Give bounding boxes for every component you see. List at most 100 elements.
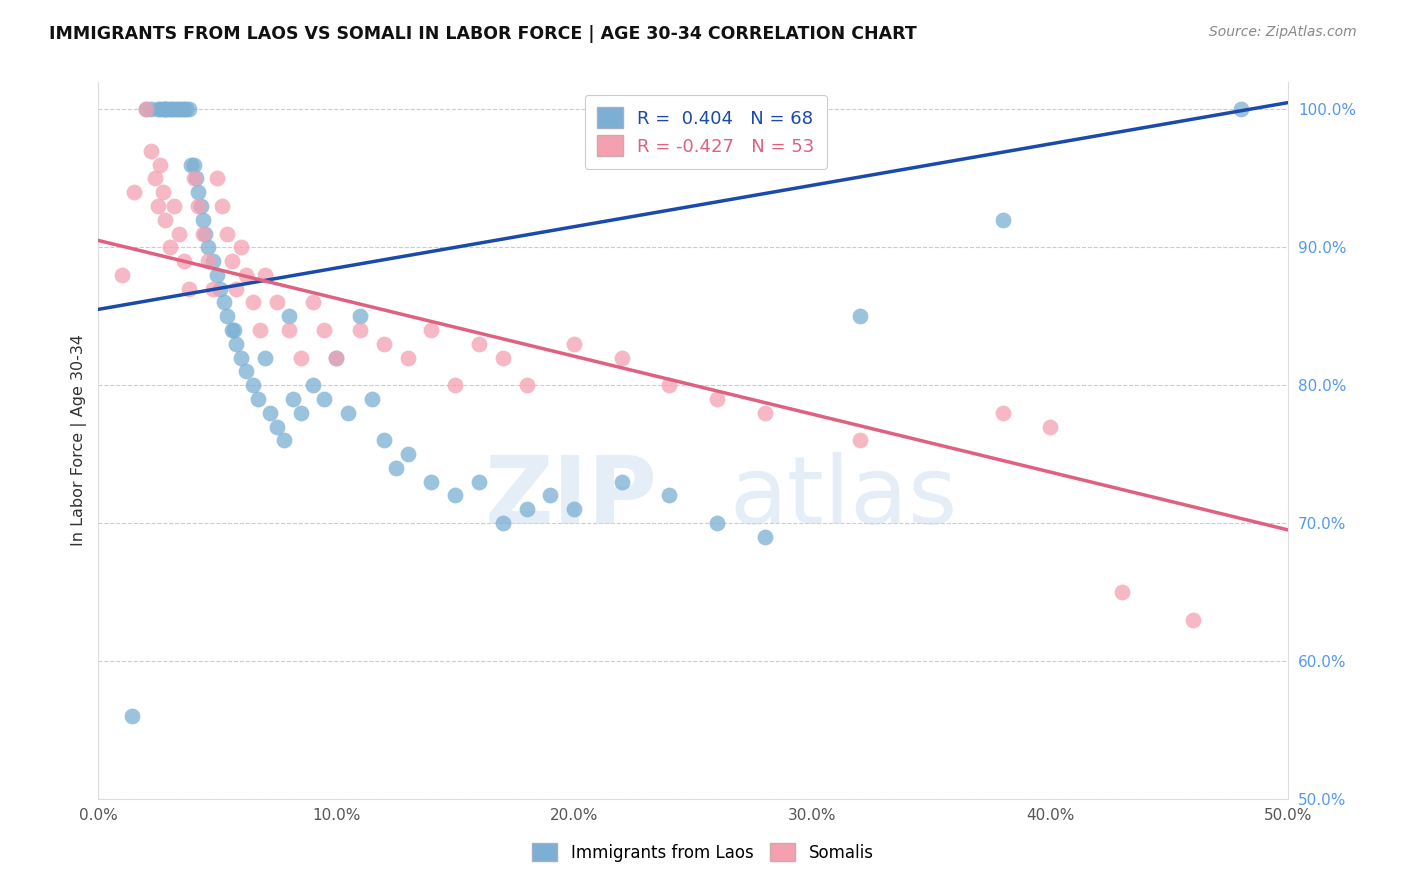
Point [146,103,169,117]
Point [610,475,633,489]
Point [166,103,188,117]
Point [562,502,585,516]
Point [516,502,538,516]
Point [301,378,323,392]
Point [349,323,371,337]
Point [111,268,134,282]
Text: IMMIGRANTS FROM LAOS VS SOMALI IN LABOR FORCE | AGE 30-34 CORRELATION CHART: IMMIGRANTS FROM LAOS VS SOMALI IN LABOR … [49,25,917,43]
Point [176,103,198,117]
Point [444,488,467,502]
Point [173,254,195,268]
Point [325,351,347,365]
Point [163,199,186,213]
Point [361,392,384,406]
Point [1111,585,1133,599]
Point [211,199,233,213]
Point [215,227,238,241]
Point [221,323,243,337]
Point [201,282,224,296]
Point [259,406,281,420]
Point [215,310,238,324]
Point [235,268,257,282]
Point [273,434,295,448]
Point [277,323,299,337]
Point [214,295,236,310]
Point [153,103,176,117]
Legend: Immigrants from Laos, Somalis: Immigrants from Laos, Somalis [524,835,882,871]
Point [290,406,312,420]
Point [197,240,219,254]
Point [167,227,190,241]
Point [610,351,633,365]
Point [444,378,467,392]
Point [283,392,305,406]
Point [420,475,443,489]
Point [249,323,271,337]
Text: Source: ZipAtlas.com: Source: ZipAtlas.com [1209,25,1357,39]
Text: atlas: atlas [728,451,957,544]
Point [290,351,312,365]
Point [207,171,229,186]
Point [373,434,395,448]
Point [208,282,231,296]
Point [468,336,491,351]
Point [139,103,162,117]
Point [246,392,269,406]
Legend: R =  0.404   N = 68, R = -0.427   N = 53: R = 0.404 N = 68, R = -0.427 N = 53 [585,95,827,169]
Point [385,461,408,475]
Point [152,185,174,199]
Point [159,103,181,117]
Point [325,351,347,365]
Point [492,351,515,365]
Point [658,378,681,392]
Point [190,199,212,213]
Point [149,158,172,172]
Point [177,282,200,296]
Point [152,103,174,117]
Point [242,295,264,310]
Point [301,295,323,310]
Point [373,336,395,351]
Point [266,295,288,310]
Point [242,378,264,392]
Point [562,336,585,351]
Point [754,406,776,420]
Point [187,199,209,213]
Point [146,199,169,213]
Point [184,171,207,186]
Point [396,351,419,365]
Point [149,103,172,117]
Point [468,475,491,489]
Point [177,103,200,117]
Point [1229,103,1251,117]
Point [991,212,1014,227]
Point [225,336,247,351]
Point [314,392,336,406]
Point [229,240,252,254]
Point [225,282,247,296]
Point [266,419,288,434]
Point [122,185,145,199]
Point [156,103,179,117]
Point [658,488,681,502]
Point [183,158,205,172]
Point [221,254,243,268]
Point [253,268,276,282]
Point [991,406,1014,420]
Point [160,103,183,117]
Point [194,227,217,241]
Point [170,103,193,117]
Point [349,310,371,324]
Point [187,185,209,199]
Point [253,351,276,365]
Point [277,310,299,324]
Point [314,323,336,337]
Point [706,392,728,406]
Point [754,530,776,544]
Point [153,103,176,117]
Point [222,323,245,337]
Point [159,240,181,254]
Point [121,709,143,723]
Point [337,406,360,420]
Point [183,171,205,186]
